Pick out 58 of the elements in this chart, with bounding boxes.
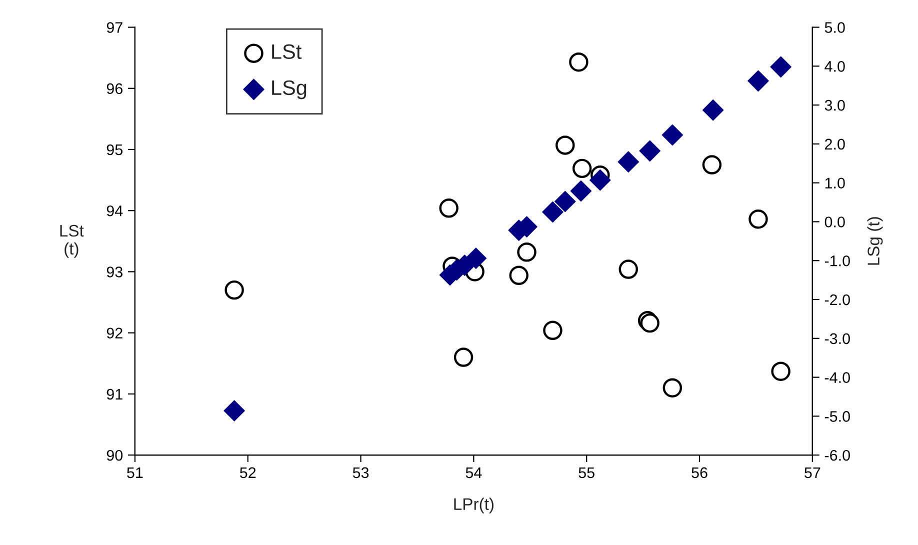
- x-tick-label: 56: [692, 467, 708, 478]
- point: [509, 266, 528, 286]
- y2-tick-label: -2.0: [824, 294, 850, 306]
- point: [224, 400, 245, 422]
- point: [702, 99, 724, 121]
- point: [770, 56, 792, 78]
- point: [639, 140, 660, 162]
- point: [702, 155, 722, 174]
- y-axis-title: LSt (t): [60, 224, 84, 258]
- point: [618, 260, 638, 279]
- y2-tick-label: -5.0: [824, 411, 850, 422]
- y2-tick-label: -4.0: [824, 372, 850, 383]
- x-tick-label: 52: [240, 467, 256, 478]
- point: [570, 180, 592, 202]
- x-tick-label: 54: [466, 467, 482, 478]
- y-tick-label: 95: [106, 144, 122, 156]
- y2-tick-label: 5.0: [824, 22, 845, 33]
- x-tick-label: 57: [804, 467, 820, 478]
- y2-tick-label: 2.0: [825, 138, 845, 150]
- x-axis-title: LPr(t): [454, 498, 494, 514]
- point: [590, 169, 611, 191]
- point: [542, 201, 564, 223]
- y2-tick-label: 3.0: [824, 100, 845, 111]
- point: [572, 158, 592, 178]
- legend-label: LSt: [272, 44, 302, 59]
- point: [543, 320, 562, 340]
- point: [465, 248, 487, 269]
- x-tick-label: 53: [352, 467, 369, 478]
- y2-tick-label: 0.0: [824, 216, 845, 228]
- point: [748, 70, 769, 92]
- y2-tick-label: 4.0: [824, 61, 845, 72]
- x-tick-label: 51: [127, 467, 143, 478]
- x-tick-label: 55: [578, 467, 594, 478]
- point: [439, 198, 458, 218]
- y2-tick-label: 1.0: [825, 178, 845, 189]
- y2-tick-label: -3.0: [824, 333, 850, 344]
- point: [771, 362, 790, 381]
- y2-axis-title: LSg (t): [867, 217, 883, 265]
- point: [748, 210, 768, 229]
- point: [554, 190, 576, 212]
- legend-label: LSg: [272, 80, 306, 100]
- y2-tick-label: -6.0: [824, 450, 850, 461]
- point: [454, 348, 474, 367]
- y-tick-label: 96: [106, 83, 122, 94]
- y-tick-label: 93: [106, 266, 122, 278]
- y-tick-label: 94: [106, 205, 123, 216]
- point: [662, 124, 684, 146]
- point: [224, 280, 244, 300]
- point: [569, 52, 588, 72]
- point: [662, 378, 682, 398]
- point: [517, 242, 536, 262]
- point: [556, 136, 575, 155]
- y-tick-label: 90: [106, 450, 123, 461]
- y-tick-label: 92: [106, 328, 122, 339]
- point: [618, 151, 640, 172]
- y2-tick-label: -1.0: [824, 255, 850, 266]
- y-tick-label: 97: [106, 22, 122, 33]
- y-tick-label: 91: [106, 388, 122, 400]
